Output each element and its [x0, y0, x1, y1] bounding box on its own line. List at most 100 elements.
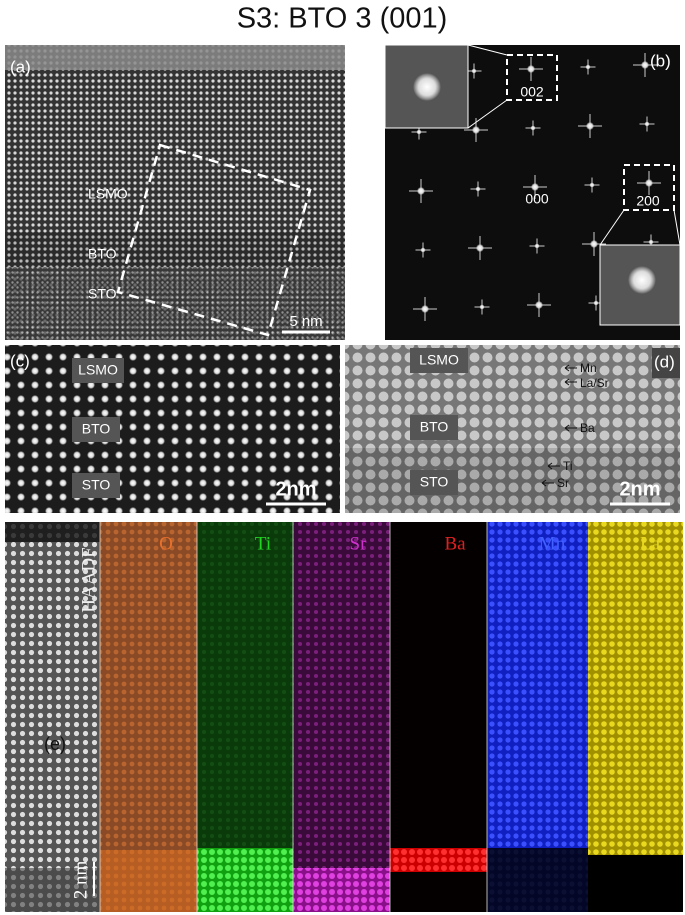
panel-e: HAADF O Ti Sr Ba Mn La (e) 2 nm: [5, 522, 683, 912]
map-o-sub: [100, 850, 197, 912]
panel-label: (d): [654, 352, 675, 371]
map-ti: [197, 522, 293, 912]
atom-label: La/Sr: [580, 376, 609, 390]
figure-title: S3: BTO 3 (001): [237, 3, 448, 35]
bto-band: [5, 232, 345, 267]
map-label: HAADF: [78, 547, 99, 612]
scale-bar-label: 2 nm: [70, 861, 91, 900]
arrow: [564, 378, 577, 386]
sto-region: [345, 448, 680, 513]
selection-box: [623, 164, 675, 211]
diffraction-spot: [645, 179, 653, 187]
spot-label: 200: [636, 193, 660, 209]
panel-label: (b): [650, 51, 671, 70]
diffraction-spot: [585, 64, 591, 70]
map-top: [5, 522, 100, 542]
inset-connector: [673, 209, 681, 246]
layer-label: STO: [82, 477, 111, 493]
diffraction-spot: [531, 183, 539, 191]
label-box: [410, 470, 458, 495]
map-sto: [5, 868, 100, 912]
diffraction-spot: [421, 305, 429, 313]
scale-bar-label: 5 nm: [289, 313, 322, 330]
label-box: [410, 348, 468, 373]
layer-label: STO: [420, 474, 449, 490]
atom-label: Mn: [580, 361, 597, 375]
diffraction-spot: [471, 68, 477, 74]
diffraction-spot: [534, 243, 540, 249]
arrow: [564, 364, 577, 372]
map-label: La: [640, 533, 661, 554]
atom-label: Ti: [563, 459, 573, 473]
fft-region: [116, 143, 312, 337]
panel-label: (c): [10, 351, 30, 370]
inset-connector: [467, 99, 508, 129]
diffraction-spot: [641, 61, 649, 69]
layer-label: LSMO: [88, 186, 128, 202]
map-la-sub: [588, 855, 683, 912]
map-separators: [99, 522, 488, 912]
diffraction-spot: [479, 304, 485, 310]
map-label: Ba: [444, 533, 466, 554]
label-box: [72, 417, 120, 442]
map-ba-band: [390, 848, 487, 872]
layer-label: BTO: [82, 421, 111, 437]
diffraction-spot: [420, 247, 426, 253]
diffraction-spot: [472, 126, 480, 134]
diffraction-spot: [589, 182, 595, 188]
arrow: [541, 479, 554, 487]
spot-label: 000: [525, 191, 549, 207]
diffraction-spot: [644, 121, 650, 127]
inset-connector: [467, 44, 508, 56]
map-la: [588, 522, 683, 912]
map-label: Ti: [255, 533, 271, 554]
inset-connector: [599, 209, 625, 246]
map-mn-sub: [487, 848, 588, 912]
panel-label: (e): [44, 734, 66, 754]
atom-arrows: [541, 364, 577, 487]
diffraction-spot: [527, 65, 535, 73]
map-label: O: [159, 533, 173, 554]
map-o: [100, 522, 197, 912]
inset-spot: [628, 266, 656, 294]
layer-label: BTO: [88, 246, 117, 262]
panel-c: (c) LSMO BTO STO 2nm: [5, 345, 340, 513]
map-label: Mn: [539, 533, 566, 554]
scale-bar-label: 2nm: [275, 478, 316, 500]
map-sr: [293, 522, 390, 912]
selection-box: [506, 54, 558, 101]
label-box: [72, 473, 120, 498]
diffraction-spot: [475, 186, 481, 192]
diffraction-spot: [417, 187, 425, 195]
map-mn: [487, 522, 588, 912]
scale-bar-label: 2nm: [619, 478, 660, 500]
layer-label: LSMO: [78, 362, 118, 378]
diffraction-spot: [586, 122, 594, 130]
diffraction-spot: [648, 239, 654, 245]
label-box: [652, 348, 680, 378]
diffraction-spot: [476, 244, 484, 252]
diffraction-spot: [535, 301, 543, 309]
diffraction-spot: [530, 125, 536, 131]
atom-label: Sr: [557, 476, 569, 490]
sto-region: [5, 267, 345, 340]
map-haadf: [5, 522, 100, 912]
map-label: Sr: [350, 533, 368, 554]
label-box: [410, 415, 458, 440]
panel-d: (d) LSMO BTO STO Mn La/Sr Ba Ti Sr 2nm: [345, 345, 680, 513]
panel-label: (a): [10, 57, 31, 76]
atom-label: Ba: [580, 421, 595, 435]
label-box: [72, 358, 124, 383]
panel-b: 002 000 200 (b): [384, 44, 681, 340]
map-ti-sub: [197, 848, 293, 912]
inset-spot: [413, 73, 441, 101]
inset: [384, 44, 469, 129]
abf-image: [345, 345, 680, 513]
layer-label: LSMO: [419, 352, 459, 368]
map-ba: [390, 522, 487, 912]
arrow: [547, 462, 560, 470]
diffraction-spot: [593, 300, 599, 306]
spot-label: 002: [520, 84, 544, 100]
layer-label: BTO: [420, 419, 449, 435]
